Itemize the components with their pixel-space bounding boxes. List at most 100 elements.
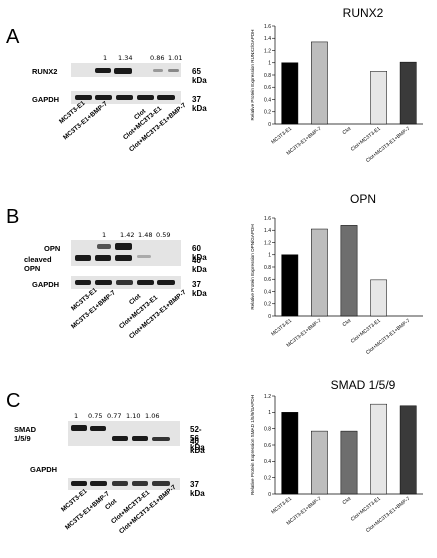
lane-label: Clot [128, 292, 143, 307]
protein-label: GAPDH [32, 95, 60, 104]
x-tick-label: Clot [342, 495, 353, 506]
y-tick-label: 0.6 [264, 443, 271, 449]
ratio-label: 1.34 [118, 54, 133, 62]
panel-c: C SMAD 1/5/9 1 0.75 0.77 1.10 1.06 SMAD … [0, 370, 437, 550]
bar [281, 254, 299, 317]
y-tick-label: 0 [268, 492, 271, 498]
band [116, 95, 133, 100]
chart-title: SMAD 1/5/9 [330, 378, 396, 392]
protein-label: GAPDH [32, 280, 60, 289]
protein-label: OPN [44, 244, 61, 253]
band [115, 255, 132, 261]
y-axis-label: Relative Protein Expression RUNX2/GAPDH [250, 30, 255, 121]
y-tick-label: 0.8 [264, 265, 271, 271]
y-tick-label: 0.4 [264, 97, 271, 103]
protein-label: GAPDH [30, 465, 58, 474]
ratio-label: 1 [103, 54, 108, 62]
bar [281, 62, 299, 125]
protein-label: SMAD 1/5/9 [14, 425, 37, 443]
y-tick-label: 1.6 [264, 24, 271, 30]
protein-label: cleaved OPN [24, 255, 52, 273]
band [157, 280, 175, 285]
band [168, 69, 179, 72]
y-tick-label: 1.4 [264, 36, 271, 42]
band [132, 436, 148, 441]
ratio-label: 1 [74, 412, 79, 420]
lane-label: MC3T3-E1+BMP-7 [64, 490, 111, 532]
band [95, 280, 112, 285]
y-tick-label: 0.2 [264, 302, 271, 308]
lane-label: Clot [104, 497, 119, 512]
y-tick-label: 0.8 [264, 73, 271, 79]
band [157, 95, 175, 100]
band [137, 280, 154, 285]
bar-chart: Relative Protein Expression SMAD 1/5/9/G… [250, 394, 423, 534]
band [75, 280, 91, 285]
y-tick-label: 0.6 [264, 277, 271, 283]
ratio-label: 0.75 [88, 412, 103, 420]
ratio-label: 1.01 [168, 54, 183, 62]
x-tick-label: MC3T3-E1 [270, 496, 293, 516]
blot-strip [71, 240, 181, 266]
ratio-label: 1.10 [126, 412, 141, 420]
bar-chart: Relative Protein Expression OPN/GAPDH 0 0.… [250, 216, 423, 356]
blot-strip [71, 63, 181, 77]
chart-title: OPN [349, 192, 376, 206]
panel-b: B OPN 1 1.42 1.48 0.59 OPN cleaved OPN 6… [0, 185, 437, 365]
band [71, 481, 87, 486]
protein-label: RUNX2 [32, 67, 58, 76]
y-tick-label: 1.4 [264, 228, 271, 234]
panel-letter: B [6, 206, 20, 228]
blot-strip [71, 276, 181, 289]
bar-chart: Relative Protein Expression RUNX2/GAPDH 0… [250, 24, 423, 164]
bar [370, 279, 387, 317]
kda-label: 52-56 kDa [190, 425, 205, 452]
ratio-label: 1.06 [145, 412, 160, 420]
x-tick-label: Clot [342, 125, 353, 136]
bar [370, 403, 387, 495]
band [95, 68, 111, 73]
band [95, 255, 111, 261]
kda-label: 37 kDa [192, 95, 207, 113]
y-axis-label: Relative Protein Expression SMAD 1/5/9/G… [250, 395, 255, 495]
lane-label: MC3T3-E1+BMP-7 [62, 100, 109, 142]
bar [311, 228, 328, 317]
bar [399, 405, 417, 495]
ratio-label: 1.42 [120, 231, 135, 239]
y-tick-label: 0.4 [264, 459, 271, 465]
x-tick-label: Clot [342, 317, 353, 328]
band [90, 426, 106, 431]
ratio-label: 0.59 [156, 231, 171, 239]
ratio-label: 0.86 [150, 54, 165, 62]
y-tick-label: 1.2 [264, 240, 271, 246]
kda-label: 40 kDa [192, 256, 207, 274]
panel-letter: A [6, 26, 20, 48]
band [137, 255, 151, 258]
kda-label: 60 kDa [192, 244, 207, 262]
y-tick-label: 0 [268, 314, 271, 320]
band [75, 255, 91, 261]
bar [399, 61, 417, 125]
bar [370, 71, 387, 125]
y-tick-label: 1.2 [264, 48, 271, 54]
ratio-label: 0.77 [107, 412, 122, 420]
kda-label: 40 kDa [190, 437, 205, 455]
bar [340, 430, 358, 495]
band [116, 280, 133, 285]
y-tick-label: 1 [268, 61, 271, 67]
band [137, 95, 154, 100]
band [152, 437, 170, 441]
band [112, 436, 128, 441]
y-tick-label: 1.6 [264, 216, 271, 222]
chart-title: RUNX2 [342, 6, 384, 20]
bar [340, 225, 358, 317]
bar [311, 41, 328, 125]
bar [281, 412, 299, 495]
band [71, 425, 87, 431]
band [95, 95, 112, 100]
band [132, 481, 148, 486]
y-tick-label: 0 [268, 122, 271, 128]
y-tick-label: 0.4 [264, 289, 271, 295]
y-tick-label: 0.2 [264, 475, 271, 481]
blot-strip [71, 91, 181, 104]
